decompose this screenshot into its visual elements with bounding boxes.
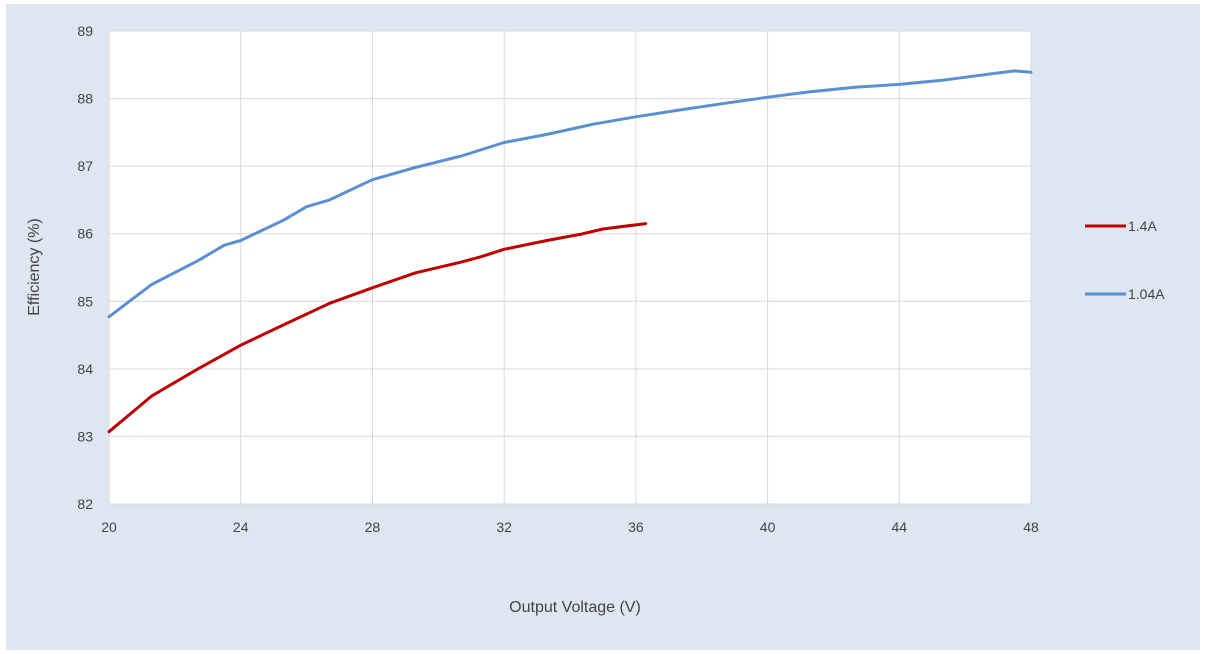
x-tick-label: 48 (1023, 519, 1039, 535)
series-lines (107, 69, 1033, 434)
y-tick-label: 89 (77, 23, 93, 39)
x-tick-label: 44 (891, 519, 907, 535)
gridlines (108, 30, 1032, 505)
x-axis-title: Output Voltage (V) (509, 599, 641, 616)
y-tick-label: 84 (77, 361, 93, 377)
y-tick-labels: 82 83 84 85 86 87 88 89 (77, 23, 93, 512)
x-tick-label: 32 (496, 519, 512, 535)
x-tick-label: 24 (233, 519, 249, 535)
x-tick-label: 40 (760, 519, 776, 535)
x-tick-label: 28 (365, 519, 381, 535)
legend-label: 1.04A (1128, 286, 1165, 302)
y-tick-label: 88 (77, 91, 93, 107)
efficiency-line-chart: 82 83 84 85 86 87 88 89 20 24 28 32 36 40 44 48 Output… (6, 4, 1200, 650)
series-line-1-4A (107, 222, 648, 434)
y-tick-label: 87 (77, 158, 93, 174)
series-line-1-04A (107, 69, 1033, 319)
legend: 1.4A 1.04A (1085, 218, 1165, 302)
x-tick-labels: 20 24 28 32 36 40 44 48 (101, 519, 1039, 535)
x-tick-label: 20 (101, 519, 117, 535)
chart-container: 82 83 84 85 86 87 88 89 20 24 28 32 36 40 44 48 Output… (6, 4, 1200, 650)
y-tick-label: 83 (77, 428, 93, 444)
y-tick-label: 85 (77, 293, 93, 309)
y-tick-label: 86 (77, 226, 93, 242)
plot-area (109, 31, 1031, 504)
y-tick-label: 82 (77, 496, 93, 512)
legend-label: 1.4A (1128, 218, 1157, 234)
x-tick-label: 36 (628, 519, 644, 535)
y-axis-title: Efficiency (%) (26, 218, 43, 316)
